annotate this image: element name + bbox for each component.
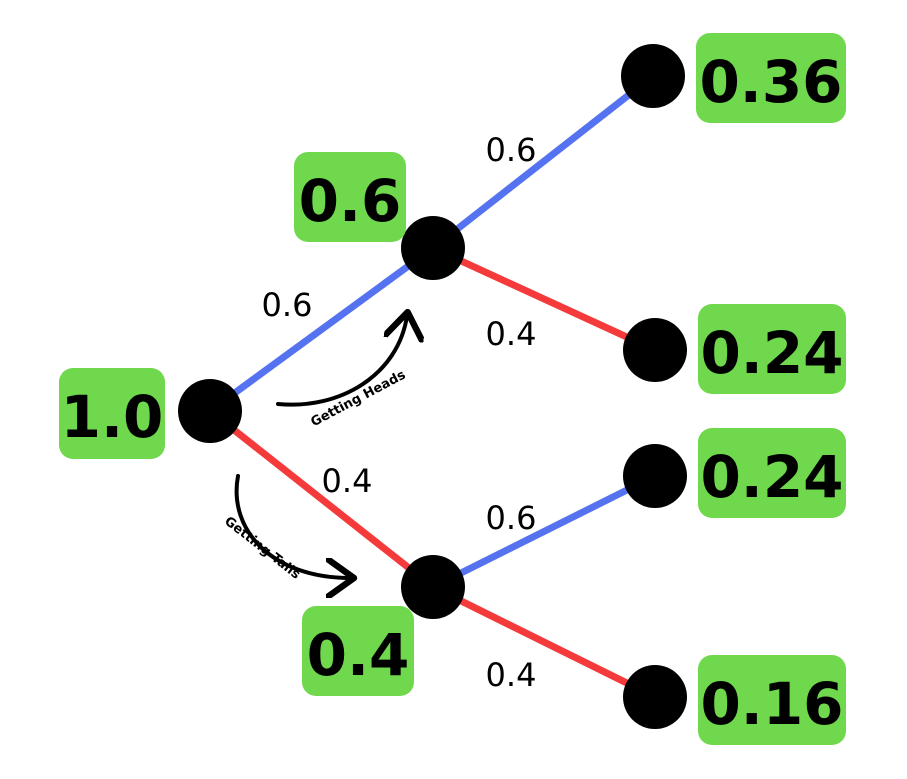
node-root — [178, 379, 242, 443]
node-heads — [401, 216, 465, 280]
edge-label-heads-to-heads-heads: 0.6 — [486, 131, 537, 169]
prob-box-heads-heads: 0.36 — [696, 33, 846, 123]
edge-label-root-to-tails: 0.4 — [322, 462, 373, 500]
edge-label-root-to-heads: 0.6 — [262, 286, 313, 324]
prob-box-root: 1.0 — [59, 368, 165, 459]
edge-heads-to-heads-tails — [431, 244, 657, 354]
edge-root-to-tails — [207, 408, 436, 590]
edge-label-heads-to-heads-tails: 0.4 — [486, 315, 537, 353]
prob-box-tails-heads: 0.24 — [698, 428, 846, 518]
prob-tails-tails-text: 0.16 — [700, 670, 843, 738]
edge-heads-to-heads-heads — [430, 73, 656, 251]
edge-label-tails-to-tails-heads: 0.6 — [486, 499, 537, 537]
getting-heads-arrow-icon — [276, 316, 407, 407]
edge-root-to-heads — [207, 245, 436, 414]
edge-label-tails-to-tails-tails: 0.4 — [486, 656, 537, 694]
prob-box-tails: 0.4 — [302, 606, 414, 696]
prob-heads-tails-text: 0.24 — [700, 319, 843, 387]
node-tails-heads — [623, 444, 687, 508]
getting-tails-arrow-icon — [234, 474, 350, 578]
prob-heads-text: 0.6 — [299, 167, 402, 235]
prob-tails-text: 0.4 — [307, 621, 410, 689]
node-tails — [401, 555, 465, 619]
edge-tails-to-tails-heads — [431, 472, 657, 591]
prob-tails-heads-text: 0.24 — [700, 443, 843, 511]
getting-tails-label: Getting Tails — [221, 514, 303, 583]
getting-heads-label: Getting Heads — [308, 368, 408, 431]
prob-box-heads-tails: 0.24 — [698, 304, 846, 394]
node-heads-tails — [623, 318, 687, 382]
node-tails-tails — [623, 665, 687, 729]
edge-tails-to-tails-tails — [431, 583, 657, 701]
prob-root-text: 1.0 — [61, 383, 164, 451]
node-heads-heads — [621, 44, 685, 108]
prob-box-heads: 0.6 — [294, 152, 406, 242]
prob-heads-heads-text: 0.36 — [699, 48, 842, 116]
prob-box-tails-tails: 0.16 — [698, 655, 846, 745]
getting-heads-arrow: Getting Heads — [276, 316, 408, 431]
